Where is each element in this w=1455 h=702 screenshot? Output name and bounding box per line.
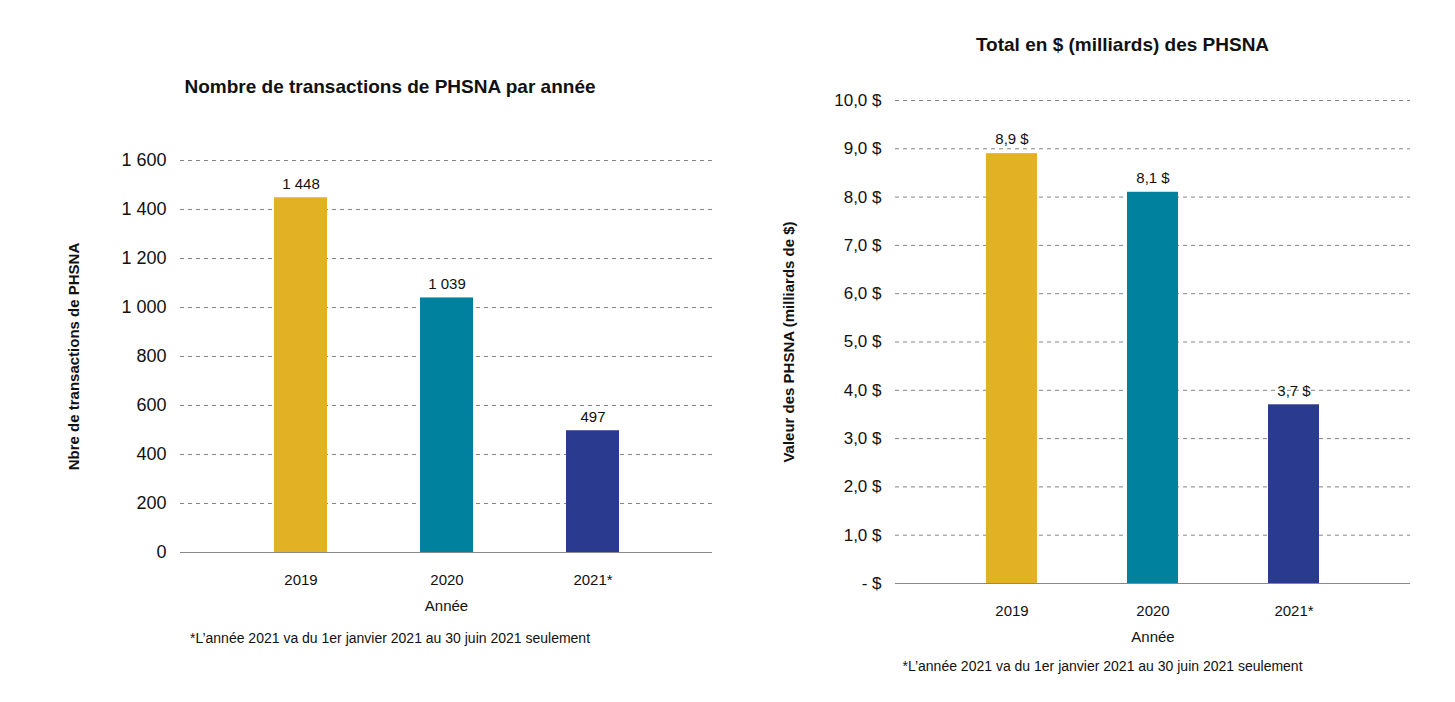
- svg-text:2020: 2020: [1136, 602, 1169, 619]
- svg-text:400: 400: [136, 444, 166, 464]
- svg-text:600: 600: [136, 395, 166, 415]
- svg-text:1,0 $: 1,0 $: [844, 526, 882, 545]
- html-text:*L’année 2021 va du 1er janvie: *L’année 2021 va du 1er janvier 2021 au …: [902, 658, 1303, 674]
- svg-text:7,0 $: 7,0 $: [844, 236, 882, 255]
- svg-text:2021*: 2021*: [573, 571, 612, 588]
- svg-text:1 400: 1 400: [121, 199, 166, 219]
- svg-text:6,0 $: 6,0 $: [844, 284, 882, 303]
- svg-text:4,0 $: 4,0 $: [844, 381, 882, 400]
- svg-text:2020: 2020: [430, 571, 463, 588]
- svg-text:497: 497: [580, 408, 605, 425]
- svg-text:1 000: 1 000: [121, 297, 166, 317]
- svg-text:0: 0: [156, 542, 166, 562]
- svg-text:8,9 $: 8,9 $: [995, 130, 1029, 147]
- svg-text:2,0 $: 2,0 $: [844, 477, 882, 496]
- svg-text:Valeur des PHSNA (milliards de: Valeur des PHSNA (milliards de $): [780, 221, 797, 462]
- svg-text:5,0 $: 5,0 $: [844, 332, 882, 351]
- svg-text:3,7 $: 3,7 $: [1277, 382, 1311, 399]
- svg-text:2019: 2019: [284, 571, 317, 588]
- svg-text:1 600: 1 600: [121, 150, 166, 170]
- svg-text:1 039: 1 039: [428, 275, 466, 292]
- svg-text:8,1 $: 8,1 $: [1136, 169, 1170, 186]
- svg-text:2019: 2019: [995, 602, 1028, 619]
- svg-text:200: 200: [136, 493, 166, 513]
- svg-text:3,0 $: 3,0 $: [844, 429, 882, 448]
- html-text:Total en $ (milliards) des PHS: Total en $ (milliards) des PHSNA: [975, 34, 1270, 55]
- svg-text:Année: Année: [1131, 628, 1174, 645]
- html-text:*L’année 2021 va du 1er janvie: *L’année 2021 va du 1er janvier 2021 au …: [190, 630, 590, 646]
- html-text:Nombre de transactions de PHSN: Nombre de transactions de PHSNA par anné…: [184, 76, 596, 97]
- svg-text:1 448: 1 448: [282, 175, 320, 192]
- svg-text:Année: Année: [425, 597, 468, 614]
- svg-text:8,0 $: 8,0 $: [844, 188, 882, 207]
- svg-text:10,0 $: 10,0 $: [834, 91, 882, 110]
- svg-text:- $: - $: [862, 574, 882, 593]
- svg-text:800: 800: [136, 346, 166, 366]
- svg-text:9,0 $: 9,0 $: [844, 139, 882, 158]
- svg-text:2021*: 2021*: [1274, 602, 1313, 619]
- svg-text:1 200: 1 200: [121, 248, 166, 268]
- svg-text:Nbre de transactions de PHSNA: Nbre de transactions de PHSNA: [65, 243, 82, 471]
